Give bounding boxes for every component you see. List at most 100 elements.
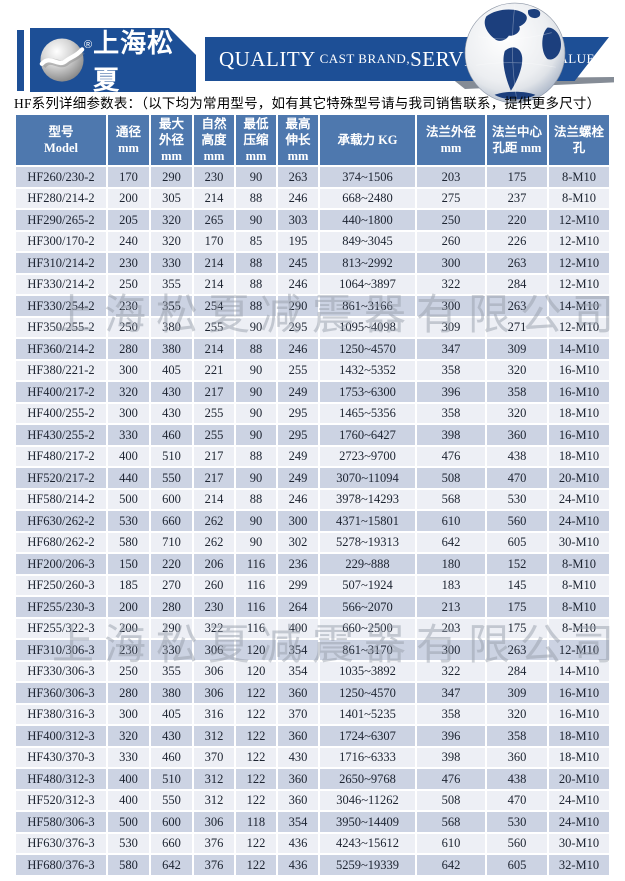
table-row: HF400/312-3 320 430 312 122 360 1724~6307 396 35…	[16, 726, 609, 746]
table-cell: 120	[236, 640, 276, 660]
table-cell: 380	[151, 339, 192, 359]
table-row: HF520/217-2 440 550 217 90 249 3070~11094 508 47…	[16, 468, 609, 488]
table-cell: 1250~4570	[320, 339, 415, 359]
table-cell: 710	[151, 532, 192, 552]
table-cell: 263	[487, 296, 547, 316]
table-cell: 116	[236, 575, 276, 595]
table-cell: 30-M10	[549, 532, 609, 552]
table-cell: 249	[278, 382, 318, 402]
table-row: HF250/260-3 185 270 260 116 299 507~1924 183 145…	[16, 575, 609, 595]
table-cell: 290	[278, 296, 318, 316]
table-cell: 12-M10	[549, 274, 609, 294]
table-cell: 18-M10	[549, 446, 609, 466]
table-cell: HF330/214-2	[16, 274, 106, 294]
table-cell: 262	[194, 511, 234, 531]
table-cell: 205	[108, 210, 149, 230]
column-header: 法兰螺栓孔	[549, 115, 609, 165]
table-cell: 380	[151, 683, 192, 703]
table-cell: 566~2070	[320, 597, 415, 617]
table-cell: 170	[194, 231, 234, 251]
table-cell: 30-M10	[549, 833, 609, 853]
table-cell: HF290/265-2	[16, 210, 106, 230]
table-row: HF630/376-3 530 660 376 122 436 4243~15612 610 5…	[16, 833, 609, 853]
table-cell: 316	[194, 704, 234, 724]
table-cell: HF250/260-3	[16, 575, 106, 595]
table-cell: 249	[278, 446, 318, 466]
table-cell: 295	[278, 425, 318, 445]
table-cell: 14-M10	[549, 339, 609, 359]
table-cell: 5259~19339	[320, 855, 415, 875]
table-cell: 560	[487, 833, 547, 853]
table-cell: 250	[108, 274, 149, 294]
table-cell: 249	[278, 468, 318, 488]
table-cell: 355	[151, 296, 192, 316]
table-cell: HF200/206-3	[16, 554, 106, 574]
table-cell: 610	[417, 511, 485, 531]
table-cell: HF630/262-2	[16, 511, 106, 531]
table-cell: 354	[278, 812, 318, 832]
table-cell: 246	[278, 489, 318, 509]
table-body: HF260/230-2 170 290 230 90 263 374~1506 203 175 8…	[16, 167, 609, 875]
table-cell: 550	[151, 468, 192, 488]
table-cell: 510	[151, 446, 192, 466]
table-cell: 430	[278, 747, 318, 767]
table-cell: 358	[417, 403, 485, 423]
table-cell: 500	[108, 812, 149, 832]
table-cell: 90	[236, 403, 276, 423]
table-cell: 217	[194, 446, 234, 466]
table-cell: 8-M10	[549, 188, 609, 208]
table-row: HF380/221-2 300 405 221 90 255 1432~5352 358 320…	[16, 360, 609, 380]
table-cell: 265	[194, 210, 234, 230]
table-cell: 150	[108, 554, 149, 574]
table-header-row: 型号 Model 通径 mm 最大 外径 mm 自然 高度 mm 最低 压缩 mm 最高 …	[16, 115, 609, 165]
table-cell: 306	[194, 683, 234, 703]
table-cell: 280	[108, 339, 149, 359]
table-cell: 507~1924	[320, 575, 415, 595]
table-cell: 605	[487, 532, 547, 552]
table-cell: HF480/217-2	[16, 446, 106, 466]
table-cell: 320	[151, 210, 192, 230]
table-cell: 668~2480	[320, 188, 415, 208]
table-cell: HF520/217-2	[16, 468, 106, 488]
table-cell: 122	[236, 726, 276, 746]
table-row: HF280/214-2 200 305 214 88 246 668~2480 275 237 8…	[16, 188, 609, 208]
table-cell: 642	[417, 855, 485, 875]
table-cell: 122	[236, 683, 276, 703]
table-cell: 568	[417, 489, 485, 509]
table-cell: HF580/306-3	[16, 812, 106, 832]
table-cell: 440	[108, 468, 149, 488]
table-cell: 320	[108, 382, 149, 402]
table-cell: 230	[108, 296, 149, 316]
table-cell: 214	[194, 188, 234, 208]
table-row: HF400/217-2 320 430 217 90 249 1753~6300 396 358…	[16, 382, 609, 402]
table-cell: 320	[151, 231, 192, 251]
slogan-cast-brand: CAST BRAND,	[315, 51, 411, 66]
table-cell: 360	[278, 683, 318, 703]
table-cell: 200	[108, 618, 149, 638]
table-row: HF360/306-3 280 380 306 122 360 1250~4570 347 30…	[16, 683, 609, 703]
table-cell: 250	[108, 317, 149, 337]
table-cell: 436	[278, 855, 318, 875]
table-cell: HF430/370-3	[16, 747, 106, 767]
table-cell: 470	[487, 790, 547, 810]
table-row: HF255/322-3 200 290 322 116 400 660~2500 203 175…	[16, 618, 609, 638]
table-cell: 213	[417, 597, 485, 617]
table-cell: 300	[417, 253, 485, 273]
column-header: 最高 伸长 mm	[278, 115, 318, 165]
brand-sphere-icon	[39, 37, 85, 83]
table-cell: 358	[487, 726, 547, 746]
table-cell: 660	[151, 511, 192, 531]
table-cell: 20-M10	[549, 468, 609, 488]
table-cell: 230	[194, 167, 234, 187]
table-cell: 90	[236, 425, 276, 445]
table-cell: 1760~6427	[320, 425, 415, 445]
table-cell: 440~1800	[320, 210, 415, 230]
table-cell: 358	[487, 382, 547, 402]
table-cell: 180	[417, 554, 485, 574]
table-cell: 508	[417, 790, 485, 810]
table-cell: 116	[236, 597, 276, 617]
slogan-quality: QUALITY	[219, 46, 316, 71]
table-cell: 118	[236, 812, 276, 832]
table-cell: 14-M10	[549, 661, 609, 681]
table-cell: 312	[194, 769, 234, 789]
